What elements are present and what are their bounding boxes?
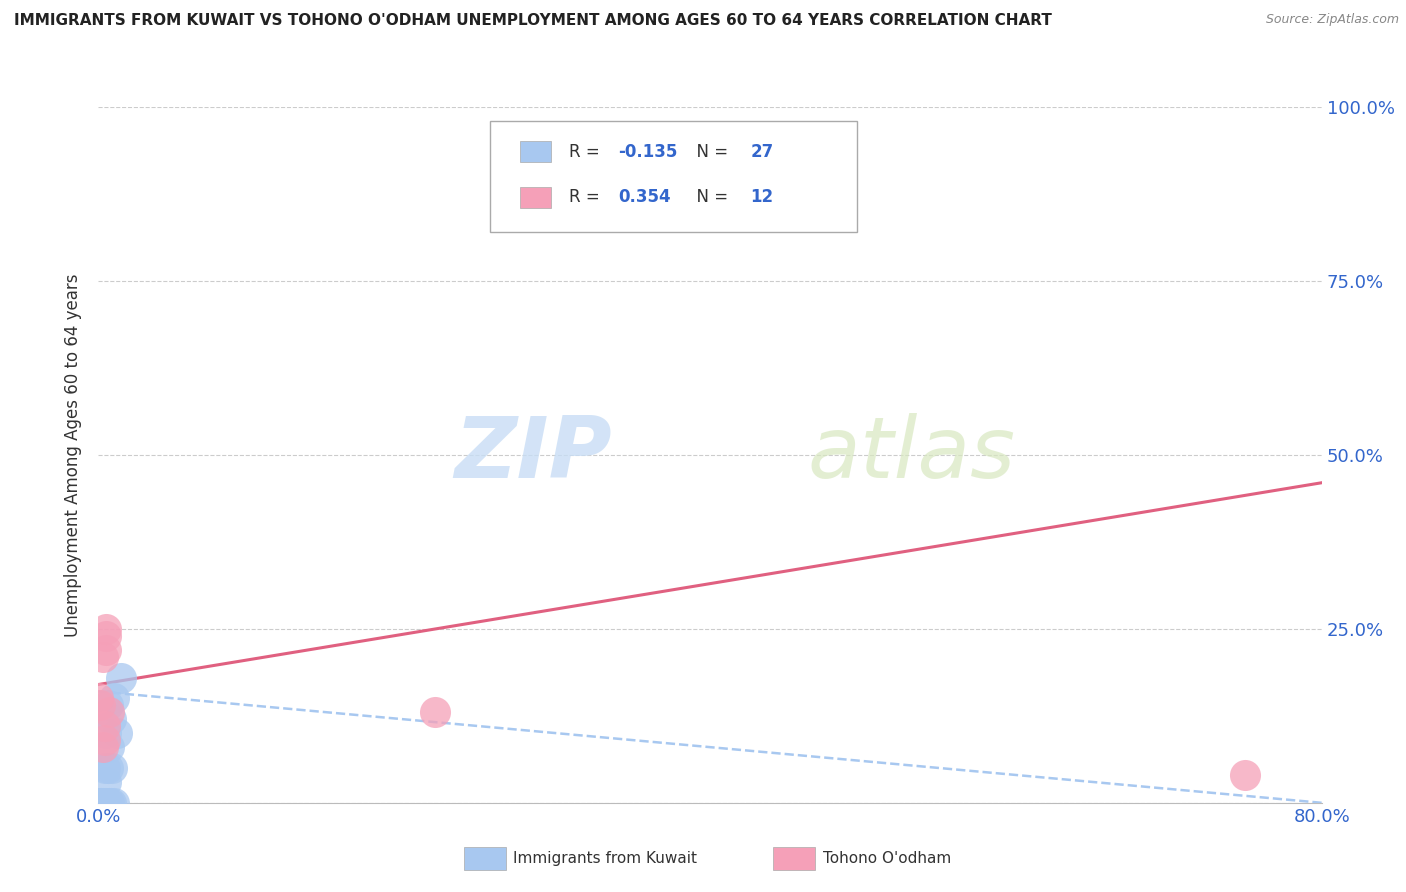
Point: [98, 740, 121, 755]
Point: [91, 796, 114, 810]
Text: ZIP: ZIP: [454, 413, 612, 497]
FancyBboxPatch shape: [489, 121, 856, 232]
Text: Source: ZipAtlas.com: Source: ZipAtlas.com: [1265, 13, 1399, 27]
Point: [87, 691, 110, 706]
Point: [90, 796, 112, 810]
Text: Immigrants from Kuwait: Immigrants from Kuwait: [513, 852, 697, 866]
Text: Tohono O'odham: Tohono O'odham: [823, 852, 950, 866]
Point: [89, 796, 111, 810]
Point: [94, 642, 117, 657]
Point: [105, 726, 128, 740]
Text: R =: R =: [569, 188, 606, 206]
Point: [101, 761, 124, 775]
Point: [91, 796, 114, 810]
Point: [94, 622, 117, 636]
Text: R =: R =: [569, 143, 606, 161]
Point: [93, 719, 115, 733]
Point: [94, 726, 117, 740]
Point: [94, 775, 117, 789]
Text: 12: 12: [751, 188, 773, 206]
Point: [94, 629, 117, 643]
Point: [93, 761, 115, 775]
Point: [94, 796, 117, 810]
Point: [103, 796, 125, 810]
Point: [97, 698, 120, 713]
Point: [91, 796, 114, 810]
Text: IMMIGRANTS FROM KUWAIT VS TOHONO O'ODHAM UNEMPLOYMENT AMONG AGES 60 TO 64 YEARS : IMMIGRANTS FROM KUWAIT VS TOHONO O'ODHAM…: [14, 13, 1052, 29]
Point: [93, 796, 115, 810]
Point: [89, 796, 111, 810]
Point: [91, 649, 114, 664]
Point: [93, 796, 115, 810]
Text: -0.135: -0.135: [619, 143, 678, 161]
Point: [423, 706, 446, 720]
Point: [100, 796, 122, 810]
Text: N =: N =: [686, 188, 733, 206]
Point: [91, 740, 114, 755]
Y-axis label: Unemployment Among Ages 60 to 64 years: Unemployment Among Ages 60 to 64 years: [63, 273, 82, 637]
Point: [100, 712, 122, 726]
Point: [90, 796, 112, 810]
Point: [103, 691, 125, 706]
Text: 27: 27: [751, 143, 773, 161]
Point: [90, 796, 112, 810]
Point: [93, 733, 115, 747]
Point: [90, 796, 112, 810]
Point: [97, 761, 120, 775]
Point: [89, 698, 111, 713]
Point: [98, 706, 121, 720]
FancyBboxPatch shape: [520, 141, 551, 162]
Text: 0.354: 0.354: [619, 188, 671, 206]
Point: [110, 671, 132, 685]
Text: N =: N =: [686, 143, 733, 161]
Point: [89, 796, 111, 810]
Text: atlas: atlas: [808, 413, 1017, 497]
Point: [1234, 768, 1257, 782]
FancyBboxPatch shape: [520, 187, 551, 208]
Point: [98, 796, 121, 810]
